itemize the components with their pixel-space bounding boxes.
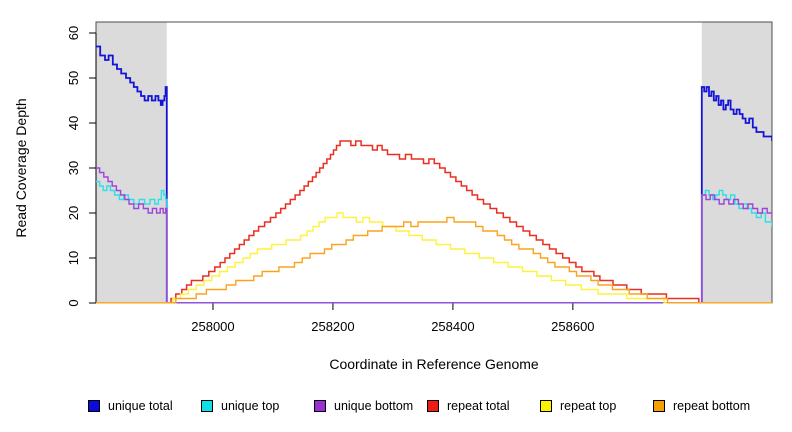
legend-label: repeat top (560, 399, 617, 413)
x-tick-label: 258600 (551, 319, 594, 334)
masked-region-shading (96, 22, 772, 304)
series-repeat-total (96, 140, 772, 304)
legend-swatch-repeat-bottom (653, 400, 665, 412)
y-tick-label: 40 (66, 116, 81, 130)
shaded-flank-region (96, 22, 167, 304)
y-tick-label: 50 (66, 71, 81, 85)
series-unique-bottom (96, 167, 772, 304)
x-tick-label: 258400 (431, 319, 474, 334)
y-tick-label: 20 (66, 206, 81, 220)
series-repeat-bottom (96, 216, 772, 304)
legend-swatch-unique-bottom (314, 400, 326, 412)
y-tick-label: 60 (66, 26, 81, 40)
x-axis-title: Coordinate in Reference Genome (329, 356, 539, 372)
legend-swatch-unique-total (88, 400, 100, 412)
legend-label: repeat total (447, 399, 510, 413)
y-axis: 0 10 20 30 40 50 60 (66, 26, 97, 307)
x-tick-label: 258200 (311, 319, 354, 334)
legend-item-repeat-total: repeat total (427, 399, 540, 413)
legend-swatch-repeat-top (540, 400, 552, 412)
series-unique-total (96, 45, 772, 304)
legend-label: unique bottom (334, 399, 414, 413)
series-lines (96, 45, 772, 304)
legend-label: unique total (108, 399, 173, 413)
legend-item-unique-bottom: unique bottom (314, 399, 427, 413)
legend: unique total unique top unique bottom repea… (88, 396, 768, 416)
legend-label: repeat bottom (673, 399, 751, 413)
y-axis-title: Read Coverage Depth (13, 98, 29, 237)
legend-item-repeat-bottom: repeat bottom (653, 399, 766, 413)
x-tick-label: 258000 (191, 319, 234, 334)
legend-swatch-repeat-total (427, 400, 439, 412)
shaded-flank-region (701, 22, 772, 304)
legend-swatch-unique-top (201, 400, 213, 412)
legend-item-unique-total: unique total (88, 399, 201, 413)
y-tick-label: 30 (66, 161, 81, 175)
x-axis: 258000 258200 258400 258600 (96, 302, 772, 334)
y-tick-label: 0 (66, 299, 81, 306)
legend-item-unique-top: unique top (201, 399, 314, 413)
y-tick-label: 10 (66, 251, 81, 265)
legend-item-repeat-top: repeat top (540, 399, 653, 413)
series-repeat-top (96, 212, 772, 304)
legend-label: unique top (221, 399, 280, 413)
